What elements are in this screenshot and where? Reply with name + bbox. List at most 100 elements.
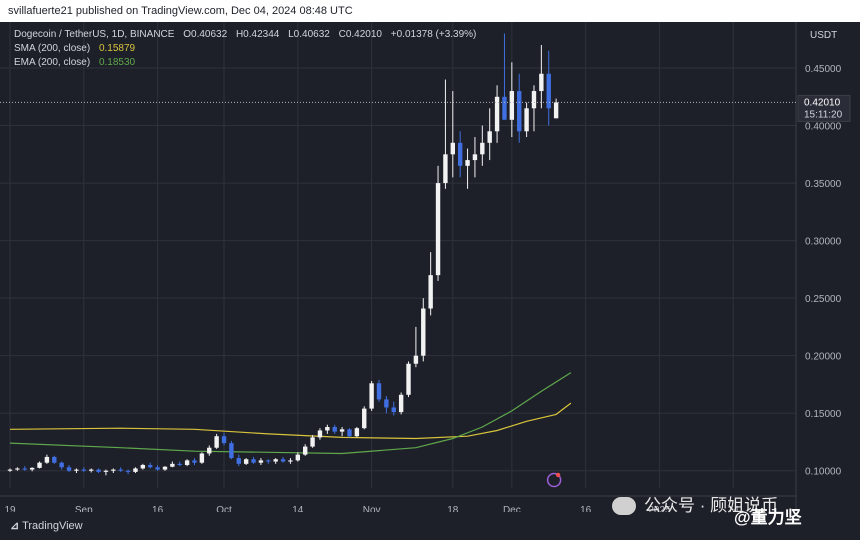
candle-body [7,469,13,471]
candle-body [184,460,190,465]
x-tick-label: Nov [363,505,381,516]
candle-body [487,131,492,143]
candle-body [310,437,315,447]
candle-body [465,160,470,166]
candle-body [266,460,271,462]
x-tick-label: 14 [728,505,740,516]
x-tick-label: 14 [292,505,304,516]
candle-body [59,462,64,468]
candle-body [524,108,529,132]
legend-change: +0.01378 (+3.39%) [390,29,477,40]
candle-body [170,463,175,467]
candle-body [450,142,455,155]
y-tick-label: 0.10000 [805,467,842,478]
candle-body [81,469,86,471]
y-tick-label: 0.25000 [805,294,842,305]
candle-body [207,447,212,454]
candle-body [118,469,123,471]
y-tick-label: 0.40000 [805,122,842,133]
tradingview-logo-icon: ⊿ [10,520,20,532]
publisher-bar: svillafuerte21 published on TradingView.… [0,0,860,22]
candle-body [15,468,20,470]
candle-body [162,466,168,470]
legend-panel: Dogecoin / TetherUS, 1D, BINANCE O0.4063… [14,28,476,70]
candle-body [44,456,50,463]
legend-ema-label: EMA (200, close) [14,57,91,68]
candle-body [362,408,367,429]
candle-body [199,453,205,463]
legend-sma-row[interactable]: SMA (200, close) 0.15879 [14,42,476,56]
legend-sma-value: 0.15879 [98,43,136,54]
sma-line [9,402,572,440]
legend-high: H0.42344 [235,29,280,40]
candle-body [66,467,72,471]
candle-body [435,183,441,276]
candle-body [553,102,559,119]
candle-body [288,460,293,462]
candle-body [295,454,301,461]
candle-body [177,463,182,465]
y-tick-label: 0.15000 [805,409,842,420]
candle-body [280,459,286,462]
candle-body [133,468,138,472]
candle-body [472,154,478,161]
candle-body [421,308,426,356]
candle-body [192,460,197,463]
candle-body [509,91,515,120]
x-tick-label: 16 [580,505,592,516]
candle-body [258,460,264,463]
candle-body [96,469,101,472]
candle-body [317,430,323,438]
candle-body [74,469,79,471]
legend-open: O0.40632 [183,29,228,40]
tradingview-logo[interactable]: ⊿ TradingView [10,519,83,532]
y-tick-label: 0.20000 [805,352,842,363]
ema-line [9,372,572,455]
legend-symbol: Dogecoin / TetherUS, 1D, BINANCE [14,29,175,40]
y-tick-label: 0.35000 [805,179,842,190]
candle-body [517,91,522,132]
candle-body [531,91,537,109]
candle-body [140,464,146,469]
candle-body [480,142,485,155]
legend-low: L0.40632 [288,29,330,40]
watermark-text: 公众号 · 顾姐说币 [644,496,779,515]
candle-body [148,464,153,468]
candle-body [413,355,419,364]
candle-body [443,154,448,184]
x-tick-label: 16 [152,505,164,516]
candle-body [398,394,404,413]
legend-close: C0.42010 [338,29,382,40]
candle-body [494,96,500,132]
legend-ema-row[interactable]: EMA (200, close) 0.18530 [14,56,476,70]
candle-body [22,468,27,470]
candle-body [273,459,278,462]
price-chart[interactable]: 0.10000 0.15000 0.20000 0.25000 0.30000 0.350… [0,22,860,534]
candle-body [347,429,352,437]
watermark-author: @董力坚 [734,508,802,527]
last-price-tag [797,94,851,122]
candle-body [214,436,219,448]
legend-ohlc-row: Dogecoin / TetherUS, 1D, BINANCE O0.4063… [14,28,476,42]
legend-sma-label: SMA (200, close) [14,43,91,54]
candle-body [339,429,345,432]
candle-body [236,458,241,464]
candle-body [376,383,382,400]
candle-body [457,142,463,166]
currency-label: USDT [810,30,837,41]
candle-body [155,467,160,470]
x-tick-label: Oct [216,505,232,516]
legend-ema-value: 0.18530 [98,57,136,68]
candle-body [37,462,42,468]
last-price-label: 0.42010 [804,97,841,108]
candle-body [546,73,551,109]
candle-body [103,470,109,472]
candle-body [29,467,35,470]
candle-body [125,470,131,472]
candle-body [52,456,57,463]
candle-body [251,459,256,463]
x-tick-label: 18 [447,505,459,516]
y-tick-label: 0.45000 [805,64,842,75]
candle-body [428,275,433,309]
candle-body [354,428,360,437]
